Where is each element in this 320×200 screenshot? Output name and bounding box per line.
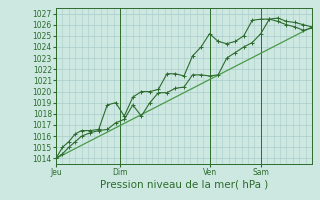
X-axis label: Pression niveau de la mer( hPa ): Pression niveau de la mer( hPa ): [100, 180, 268, 190]
